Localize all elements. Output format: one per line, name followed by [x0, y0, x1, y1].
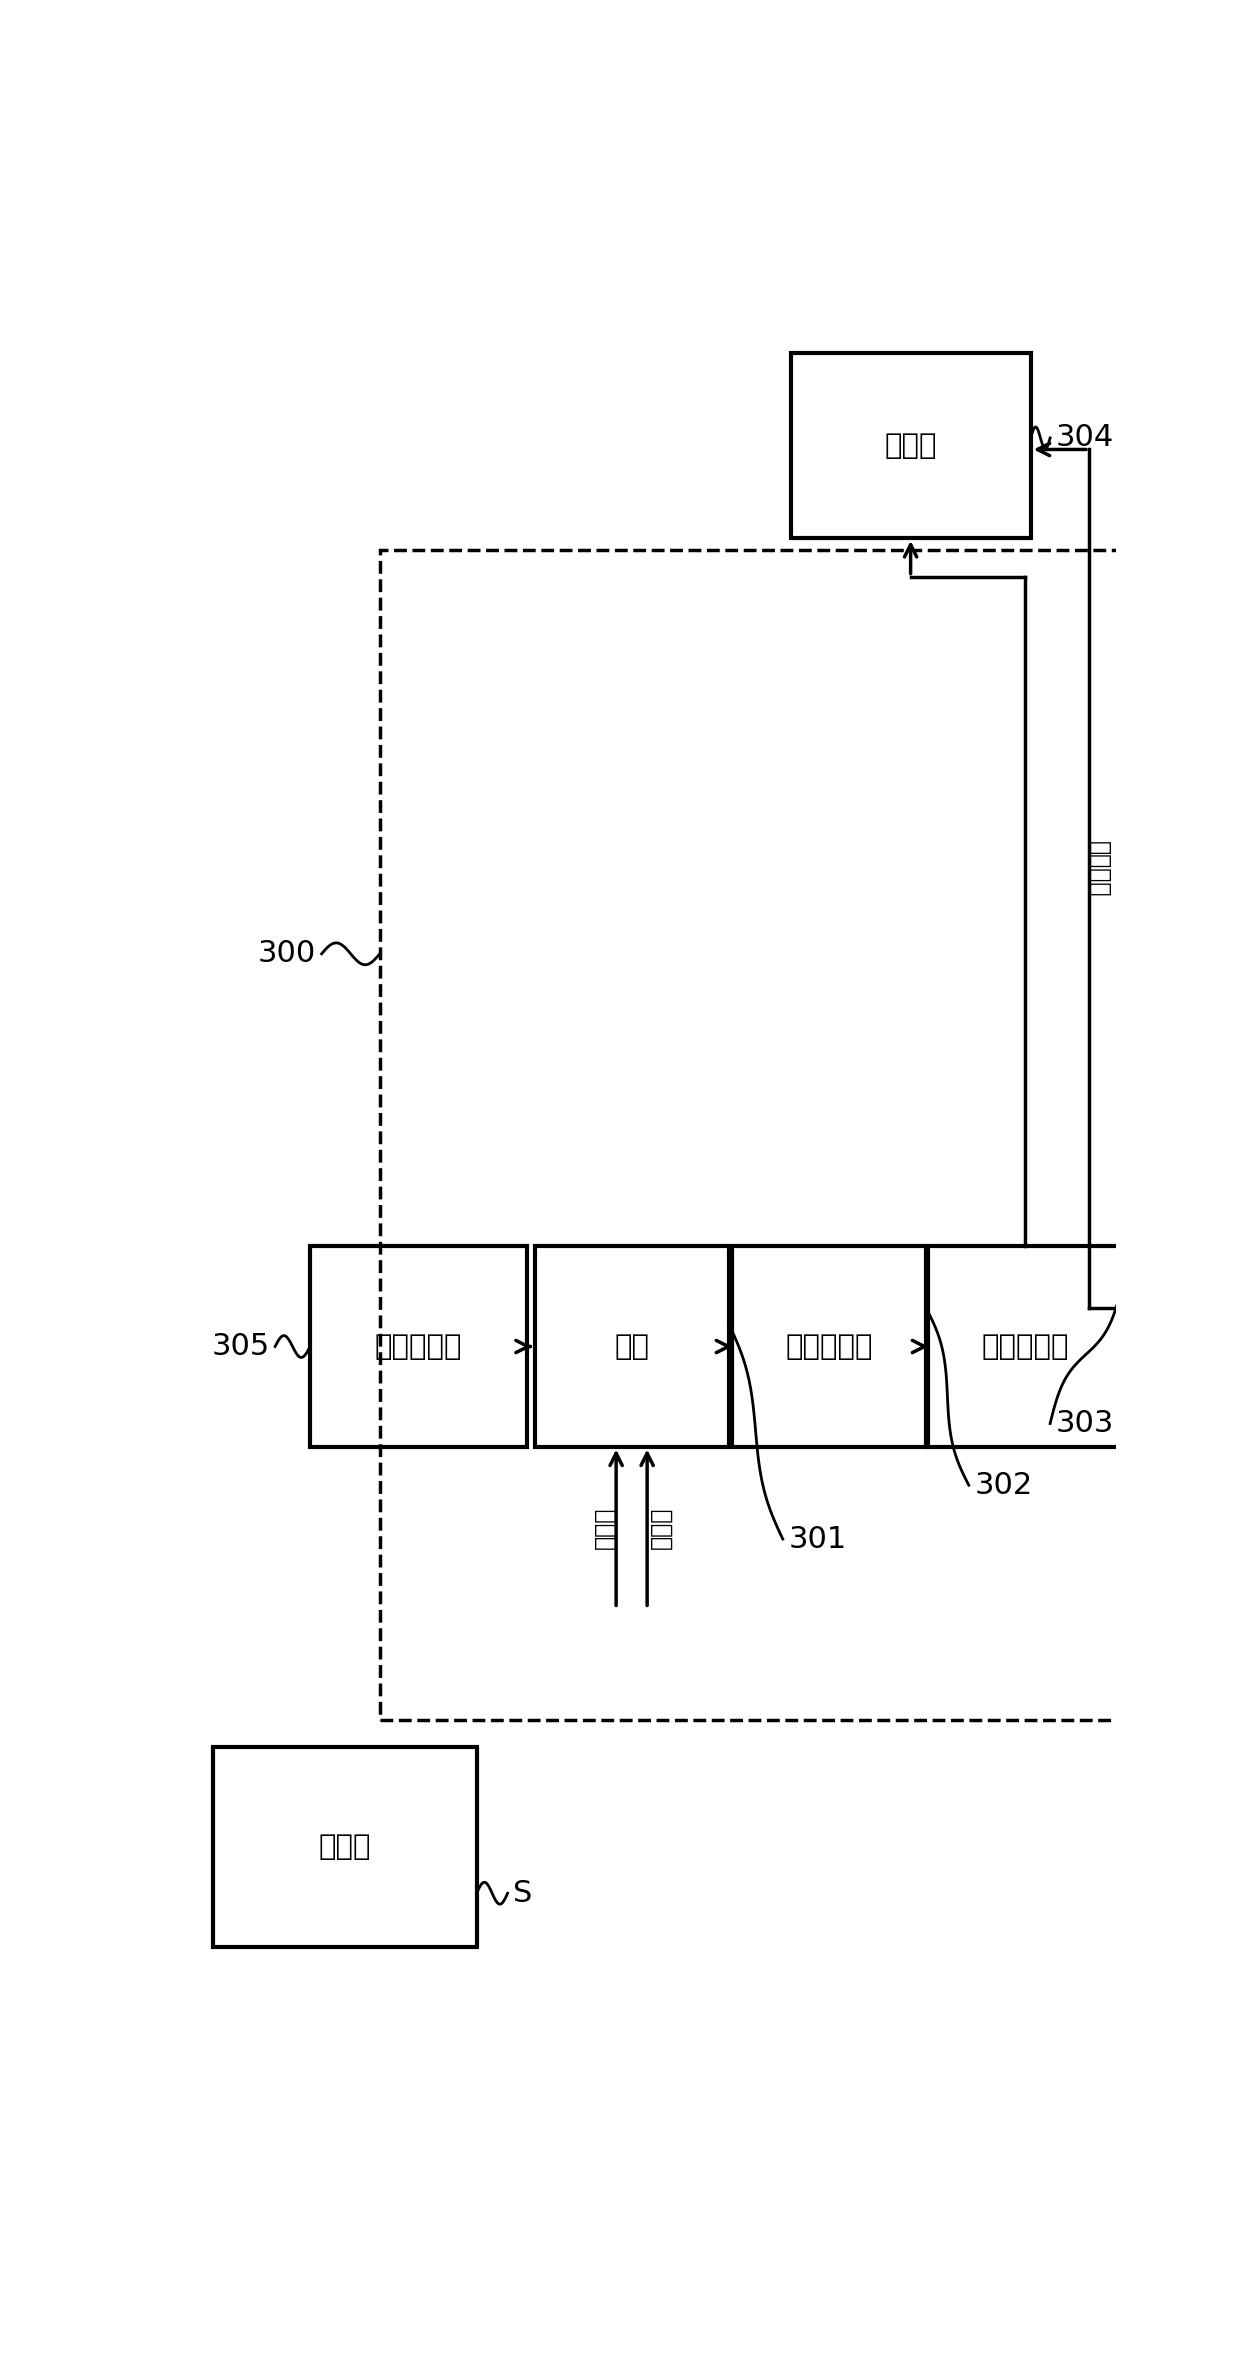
Text: 301: 301 [789, 1524, 847, 1554]
Bar [310, 1247, 527, 1446]
Bar [213, 1746, 476, 1947]
Text: 303: 303 [1055, 1410, 1114, 1439]
Text: 透镜: 透镜 [614, 1332, 649, 1360]
Bar [791, 353, 1030, 537]
Text: 焦点控制部: 焦点控制部 [374, 1332, 463, 1360]
Text: 图像信号: 图像信号 [1087, 840, 1111, 897]
Bar [929, 1247, 1122, 1446]
Text: S: S [513, 1879, 532, 1907]
Bar [379, 549, 1123, 1720]
Text: 图像传感器: 图像传感器 [785, 1332, 873, 1360]
Text: 图像处理部: 图像处理部 [982, 1332, 1069, 1360]
Text: 显示部: 显示部 [884, 431, 937, 459]
Text: 被摄体: 被摄体 [319, 1834, 371, 1862]
Text: 可见光: 可见光 [593, 1507, 616, 1550]
Text: 305: 305 [212, 1332, 270, 1360]
Text: 紫外光: 紫外光 [649, 1507, 672, 1550]
Text: 300: 300 [258, 939, 316, 968]
Bar [534, 1247, 729, 1446]
Text: 302: 302 [975, 1472, 1033, 1500]
Bar [733, 1247, 926, 1446]
Text: 304: 304 [1055, 424, 1114, 452]
